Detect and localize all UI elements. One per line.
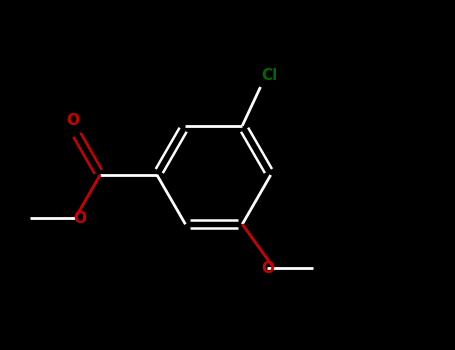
Text: O: O xyxy=(73,211,86,226)
Text: Cl: Cl xyxy=(262,68,278,83)
Text: O: O xyxy=(262,261,275,276)
Text: O: O xyxy=(66,113,79,128)
